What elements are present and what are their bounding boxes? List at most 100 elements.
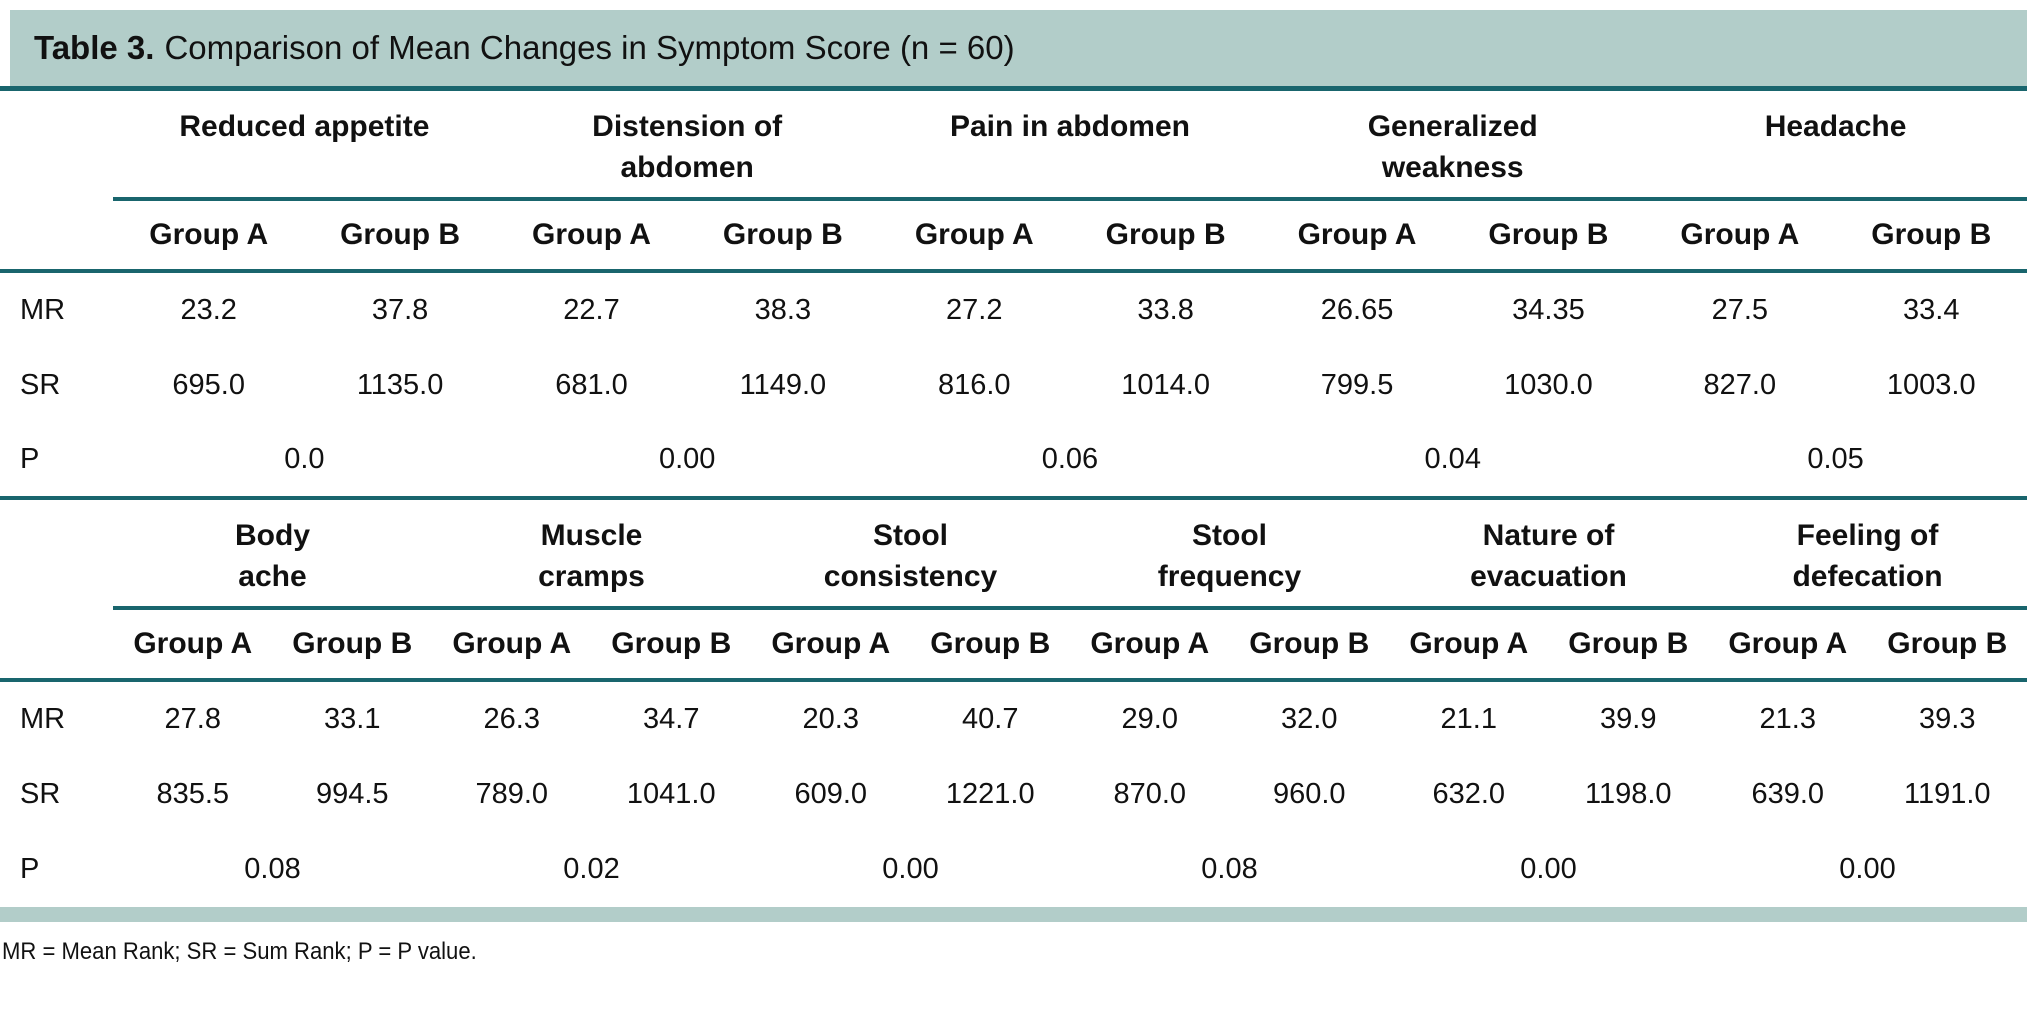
table-cell: 27.2 — [879, 271, 1070, 347]
group-header: Group A — [1070, 608, 1230, 680]
sum-rank-row: SR 695.0 1135.0 681.0 1149.0 816.0 1014.… — [0, 347, 2027, 423]
group-header: Group B — [1868, 608, 2027, 680]
symptom-header: Stool consistency — [751, 500, 1070, 608]
p-value-cell: 0.00 — [1389, 832, 1708, 907]
table-cell: 870.0 — [1070, 756, 1230, 832]
corner-cell — [0, 608, 113, 680]
group-header: Group B — [1453, 199, 1644, 271]
table-cell: 1003.0 — [1836, 347, 2027, 423]
table-cell: 835.5 — [113, 756, 273, 832]
table-cell: 34.7 — [592, 680, 752, 756]
p-value-cell: 0.04 — [1261, 423, 1644, 498]
group-header: Group B — [1836, 199, 2027, 271]
table-cell: 1149.0 — [687, 347, 878, 423]
table-title-bar: Table 3. Comparison of Mean Changes in S… — [10, 10, 2027, 86]
table-cell: 609.0 — [751, 756, 911, 832]
table-cell: 34.35 — [1453, 271, 1644, 347]
table-cell: 21.3 — [1708, 680, 1868, 756]
table-cell: 21.1 — [1389, 680, 1549, 756]
table-cell: 994.5 — [273, 756, 433, 832]
symptom-header: Stool frequency — [1070, 500, 1389, 608]
table-cell: 33.4 — [1836, 271, 2027, 347]
p-value-cell: 0.08 — [1070, 832, 1389, 907]
group-header: Group A — [113, 608, 273, 680]
table-cell: 29.0 — [1070, 680, 1230, 756]
symptom-header: Reduced appetite — [113, 91, 496, 199]
table-footnote: MR = Mean Rank; SR = Sum Rank; P = P val… — [2, 938, 1865, 966]
group-header: Group B — [304, 199, 495, 271]
table-cell: 960.0 — [1230, 756, 1390, 832]
corner-cell — [0, 500, 113, 608]
row-label: SR — [0, 756, 113, 832]
group-header-row: Group A Group B Group A Group B Group A … — [0, 608, 2027, 680]
table-cell: 33.1 — [273, 680, 433, 756]
p-value-cell: 0.00 — [1708, 832, 2027, 907]
symptom-header: Nature of evacuation — [1389, 500, 1708, 608]
group-header: Group B — [592, 608, 752, 680]
table-cell: 33.8 — [1070, 271, 1261, 347]
symptom-header: Distension of abdomen — [496, 91, 879, 199]
group-header: Group A — [113, 199, 304, 271]
table-cell: 38.3 — [687, 271, 878, 347]
group-header: Group B — [273, 608, 433, 680]
symptom-header: Feeling of defecation — [1708, 500, 2027, 608]
p-value-row: P 0.0 0.00 0.06 0.04 0.05 — [0, 423, 2027, 498]
symptom-header-row: Reduced appetite Distension of abdomen P… — [0, 91, 2027, 199]
table-cell: 1191.0 — [1868, 756, 2027, 832]
table-cell: 40.7 — [911, 680, 1071, 756]
row-label: P — [0, 832, 113, 907]
group-header-row: Group A Group B Group A Group B Group A … — [0, 199, 2027, 271]
table-number-label: Table 3. — [34, 29, 154, 67]
table-cell: 1030.0 — [1453, 347, 1644, 423]
group-header: Group A — [1708, 608, 1868, 680]
p-value-cell: 0.05 — [1644, 423, 2027, 498]
group-header: Group A — [879, 199, 1070, 271]
table-cell: 639.0 — [1708, 756, 1868, 832]
table-bottom-bar — [0, 907, 2027, 922]
table-cell: 632.0 — [1389, 756, 1549, 832]
table-cell: 39.9 — [1549, 680, 1709, 756]
corner-cell — [0, 91, 113, 199]
symptom-header: Generalized weakness — [1261, 91, 1644, 199]
sum-rank-row: SR 835.5 994.5 789.0 1041.0 609.0 1221.0… — [0, 756, 2027, 832]
group-header: Group A — [751, 608, 911, 680]
group-header: Group A — [496, 199, 687, 271]
table-cell: 1014.0 — [1070, 347, 1261, 423]
symptom-header-row: Body ache Muscle cramps Stool consistenc… — [0, 500, 2027, 608]
p-value-cell: 0.02 — [432, 832, 751, 907]
p-value-cell: 0.00 — [496, 423, 879, 498]
group-header: Group B — [911, 608, 1071, 680]
table-cell: 20.3 — [751, 680, 911, 756]
symptom-table-lower: Body ache Muscle cramps Stool consistenc… — [0, 500, 2027, 907]
row-label: MR — [0, 680, 113, 756]
table-cell: 816.0 — [879, 347, 1070, 423]
table-cell: 26.3 — [432, 680, 592, 756]
table-cell: 39.3 — [1868, 680, 2027, 756]
p-value-cell: 0.08 — [113, 832, 432, 907]
mean-rank-row: MR 23.2 37.8 22.7 38.3 27.2 33.8 26.65 3… — [0, 271, 2027, 347]
table-cell: 23.2 — [113, 271, 304, 347]
symptom-table-upper: Reduced appetite Distension of abdomen P… — [0, 91, 2027, 500]
symptom-header: Body ache — [113, 500, 432, 608]
symptom-header: Headache — [1644, 91, 2027, 199]
table-cell: 27.8 — [113, 680, 273, 756]
mean-rank-row: MR 27.8 33.1 26.3 34.7 20.3 40.7 29.0 32… — [0, 680, 2027, 756]
group-header: Group B — [1230, 608, 1390, 680]
group-header: Group A — [1389, 608, 1549, 680]
row-label: SR — [0, 347, 113, 423]
group-header: Group A — [1261, 199, 1452, 271]
table-cell: 799.5 — [1261, 347, 1452, 423]
row-label: P — [0, 423, 113, 498]
table-cell: 681.0 — [496, 347, 687, 423]
p-value-cell: 0.06 — [879, 423, 1262, 498]
symptom-header: Pain in abdomen — [879, 91, 1262, 199]
table-cell: 1041.0 — [592, 756, 752, 832]
group-header: Group A — [432, 608, 592, 680]
table-cell: 1198.0 — [1549, 756, 1709, 832]
corner-cell — [0, 199, 113, 271]
table-cell: 1135.0 — [304, 347, 495, 423]
p-value-cell: 0.0 — [113, 423, 496, 498]
p-value-row: P 0.08 0.02 0.00 0.08 0.00 0.00 — [0, 832, 2027, 907]
table-cell: 27.5 — [1644, 271, 1835, 347]
table-cell: 32.0 — [1230, 680, 1390, 756]
